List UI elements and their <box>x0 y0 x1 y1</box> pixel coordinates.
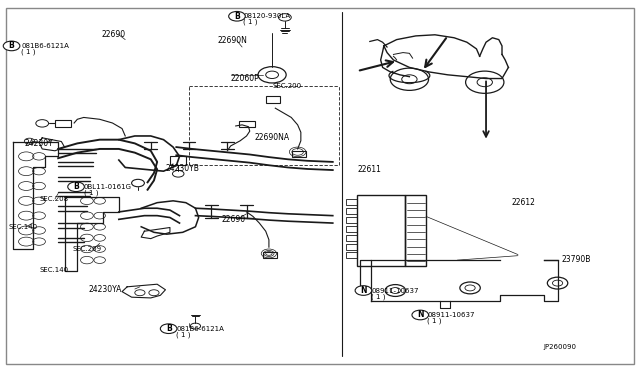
Circle shape <box>68 182 84 192</box>
Bar <box>346 208 357 214</box>
Bar <box>405 195 426 266</box>
Text: 22612: 22612 <box>511 198 536 207</box>
Text: ( 1 ): ( 1 ) <box>84 189 98 196</box>
Bar <box>292 151 306 157</box>
Text: ( 1 ): ( 1 ) <box>428 318 442 324</box>
Text: SEC.209: SEC.209 <box>73 246 102 252</box>
Text: B: B <box>73 182 79 191</box>
Text: JP260090: JP260090 <box>543 344 577 350</box>
Text: 0BL11-0161G: 0BL11-0161G <box>84 184 132 190</box>
Text: 081B6-6121A: 081B6-6121A <box>21 43 69 49</box>
Text: 22690N: 22690N <box>218 36 248 45</box>
Text: N: N <box>360 286 367 295</box>
Circle shape <box>161 324 177 334</box>
Text: B: B <box>166 324 172 333</box>
Text: 22611: 22611 <box>357 165 381 174</box>
Text: SEC.200: SEC.200 <box>273 83 302 89</box>
Bar <box>262 252 276 258</box>
Text: 22690: 22690 <box>102 30 125 39</box>
Text: 22690: 22690 <box>221 215 245 224</box>
Bar <box>346 217 357 223</box>
Circle shape <box>3 41 20 51</box>
Text: SEC.140: SEC.140 <box>39 267 68 273</box>
Text: 08911-10637: 08911-10637 <box>371 288 419 294</box>
Text: ( 1 ): ( 1 ) <box>243 19 258 25</box>
Circle shape <box>412 310 429 320</box>
Text: N: N <box>417 311 424 320</box>
Text: ( 1 ): ( 1 ) <box>21 49 36 55</box>
Text: ( 1 ): ( 1 ) <box>176 331 191 338</box>
Bar <box>346 199 357 205</box>
Text: 24230YA: 24230YA <box>89 285 122 294</box>
Bar <box>55 120 71 127</box>
Bar <box>346 235 357 241</box>
Circle shape <box>355 286 372 295</box>
Text: SEC.140: SEC.140 <box>8 224 38 230</box>
Text: 23790B: 23790B <box>561 255 591 264</box>
Bar <box>346 244 357 250</box>
Bar <box>266 96 280 103</box>
Bar <box>346 226 357 232</box>
Text: ( 1 ): ( 1 ) <box>371 293 385 300</box>
Bar <box>346 252 357 258</box>
Text: 08911-10637: 08911-10637 <box>428 312 475 318</box>
Text: SEC.208: SEC.208 <box>39 196 68 202</box>
Text: B: B <box>9 41 15 51</box>
Text: 24230YB: 24230YB <box>166 164 199 173</box>
Text: B: B <box>234 12 240 21</box>
Circle shape <box>228 12 245 21</box>
Text: 081B6-6121A: 081B6-6121A <box>176 326 224 332</box>
Text: 24230Y: 24230Y <box>25 139 54 148</box>
Bar <box>357 195 405 266</box>
Text: 22060P: 22060P <box>230 74 259 83</box>
Text: 08120-930LA: 08120-930LA <box>243 13 291 19</box>
Bar <box>170 156 186 164</box>
Bar <box>239 121 255 128</box>
Text: 22690NA: 22690NA <box>255 133 290 142</box>
